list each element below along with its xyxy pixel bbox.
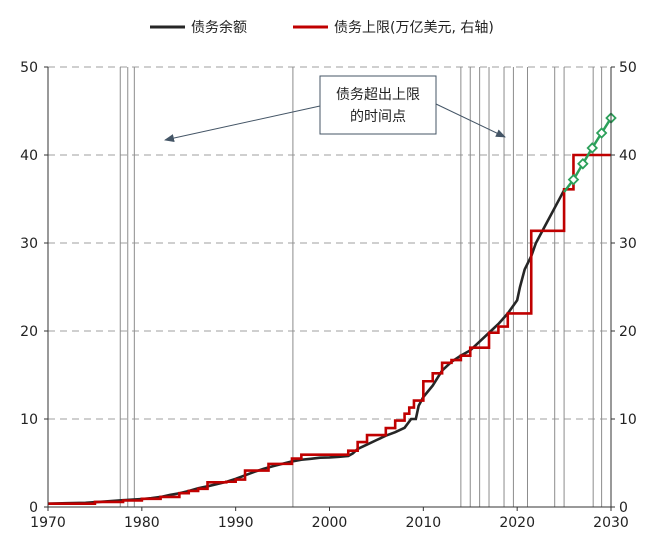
y-tick-label-left-50: 50 (20, 60, 38, 76)
series-marker-debt-projection-4 (595, 127, 608, 139)
event-lines (119, 67, 603, 507)
y-tick-label-left-20: 20 (20, 324, 38, 340)
y-tick-label-right-50: 50 (619, 60, 637, 76)
y-tick-label-right-40: 40 (619, 148, 637, 164)
legend-label-debt: 债务余额 (191, 19, 247, 36)
series-marker-debt-projection-1 (567, 173, 580, 186)
series (47, 112, 617, 505)
y-tick-label-right-30: 30 (619, 236, 637, 252)
annotation-arrow-left (164, 105, 321, 142)
series-marker-debt-projection-2 (577, 158, 589, 170)
gridlines (48, 66, 611, 420)
x-tick-label-2030: 2030 (593, 515, 629, 531)
x-tick-label-2000: 2000 (312, 515, 348, 531)
series-marker-debt-projection-3 (586, 142, 599, 154)
y-tick-label-right-10: 10 (619, 412, 637, 428)
y-tick-label-right-20: 20 (619, 324, 637, 340)
y-tick-label-left-30: 30 (20, 236, 38, 252)
y-tick-label-left-0: 0 (29, 500, 38, 516)
y-tick-label-left-10: 10 (20, 412, 38, 428)
legend: 债务余额 债务上限(万亿美元, 右轴) (150, 19, 494, 36)
x-tick-label-1980: 1980 (124, 515, 160, 531)
x-tick-label-2010: 2010 (406, 515, 442, 531)
y-tick-label-right-0: 0 (619, 500, 628, 516)
annotation-line1: 债务超出上限 (336, 87, 420, 103)
annotation-arrow-right (435, 103, 506, 138)
annotation-line2: 的时间点 (350, 109, 406, 125)
legend-label-ceiling: 债务上限(万亿美元, 右轴) (334, 20, 494, 36)
x-tick-label-1990: 1990 (218, 515, 254, 531)
series-line-debt-ceiling (48, 153, 611, 505)
annotation: 债务超出上限 的时间点 (164, 75, 506, 142)
x-tick-label-1970: 1970 (30, 515, 66, 531)
x-tick-label-2020: 2020 (499, 515, 535, 531)
y-tick-label-left-40: 40 (20, 148, 38, 164)
annotation-box (319, 75, 437, 135)
